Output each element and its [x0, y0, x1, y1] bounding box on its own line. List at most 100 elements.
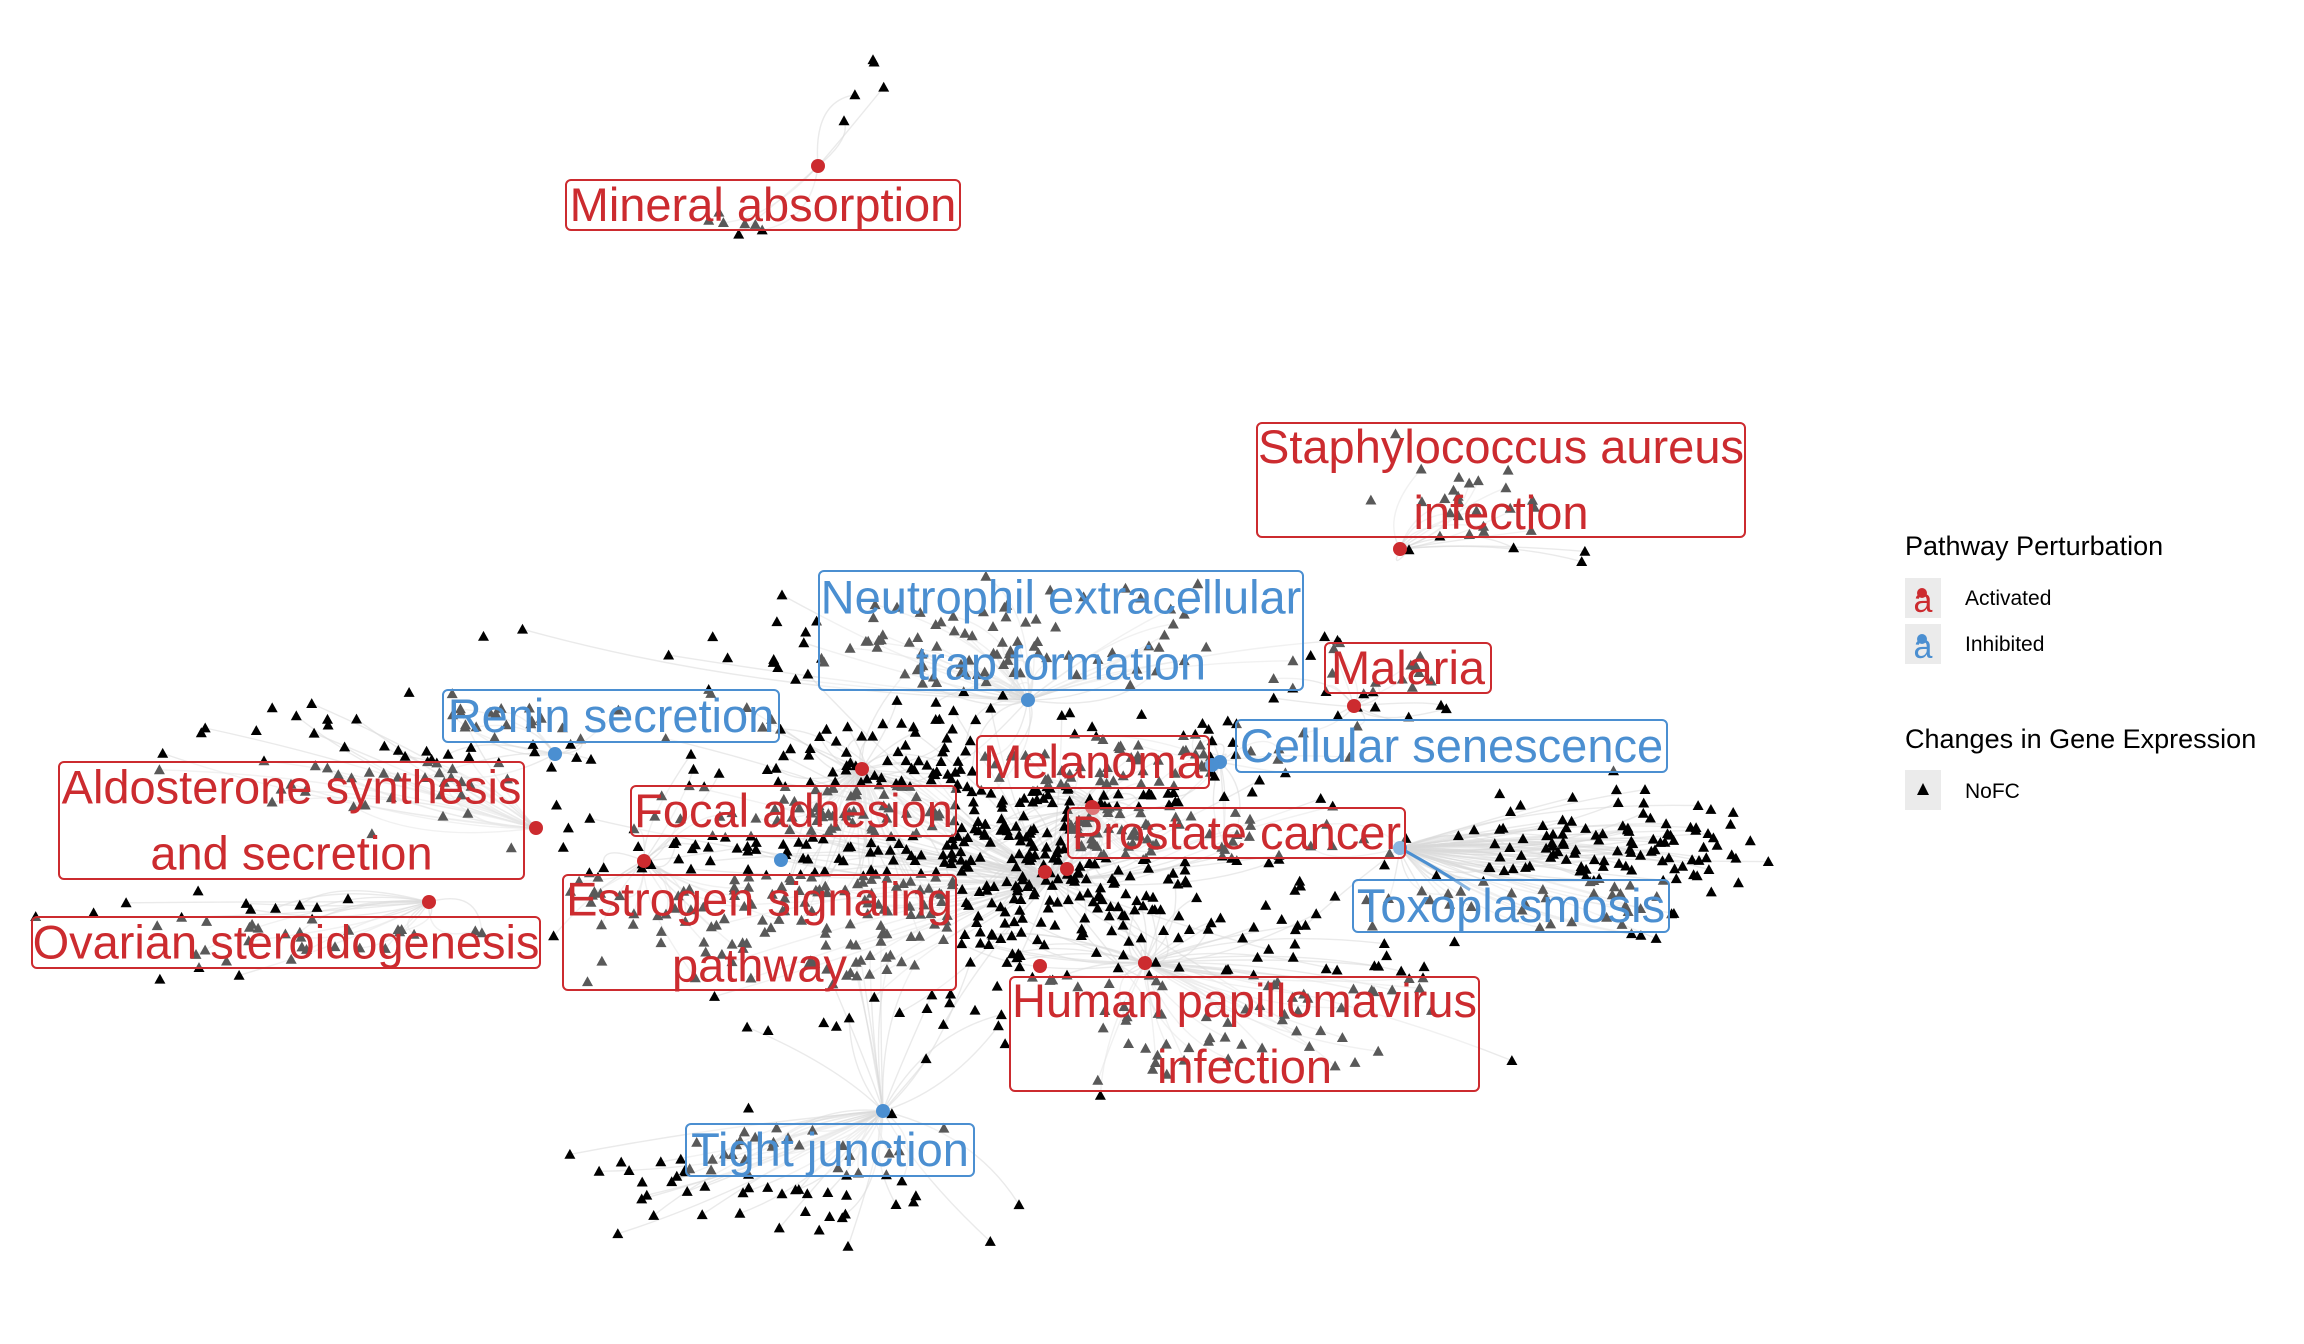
- gene-node-triangle: [1580, 823, 1592, 833]
- gene-node-triangle: [806, 905, 818, 916]
- gene-node-triangle: [221, 955, 232, 966]
- gene-node-triangle: [501, 773, 513, 784]
- gene-node-triangle: [1727, 807, 1739, 817]
- gene-node-triangle: [1131, 663, 1143, 674]
- gene-node-triangle: [1379, 859, 1390, 870]
- gene-node-triangle: [1204, 828, 1216, 839]
- gene-node-triangle: [1064, 768, 1076, 779]
- gene-node-triangle: [867, 730, 879, 741]
- pathway-label-renin: Renin secretion: [442, 689, 780, 743]
- gene-node-triangle: [960, 897, 972, 907]
- gene-node-triangle: [1244, 813, 1256, 824]
- gene-node-triangle: [1472, 475, 1484, 486]
- gene-node-triangle: [999, 917, 1011, 928]
- gene-node-triangle: [881, 964, 893, 974]
- gene-node-triangle: [1348, 983, 1359, 994]
- gene-node-triangle: [1289, 924, 1301, 935]
- gene-node-triangle: [500, 719, 512, 730]
- gene-node-triangle: [745, 972, 757, 983]
- gene-pathway-edge: [405, 755, 537, 829]
- gene-node-triangle: [771, 616, 783, 627]
- gene-node-triangle: [1396, 673, 1408, 684]
- gene-node-triangle: [1183, 924, 1195, 934]
- gene-node-triangle: [1168, 787, 1179, 797]
- gene-node-triangle: [848, 805, 860, 816]
- gene-node-triangle: [865, 846, 876, 857]
- gene-node-triangle: [1150, 838, 1162, 848]
- gene-node-triangle: [921, 1003, 933, 1013]
- gene-node-triangle: [818, 1017, 830, 1028]
- gene-node-triangle: [739, 218, 751, 229]
- gene-node-triangle: [917, 660, 929, 671]
- gene-node-triangle: [294, 926, 306, 937]
- legend-key-activated: a Activated: [1905, 578, 2051, 620]
- gene-node-triangle: [1112, 864, 1124, 875]
- gene-node-triangle: [301, 944, 312, 954]
- gene-node-triangle: [1160, 1038, 1172, 1049]
- gene-node-triangle: [1052, 873, 1064, 884]
- gene-node-triangle: [1191, 892, 1203, 903]
- gene-node-triangle: [1273, 743, 1285, 754]
- gene-node-triangle: [1504, 842, 1516, 852]
- gene-node-triangle: [1001, 957, 1013, 967]
- pathway-label-focal: Focal adhesion: [630, 784, 957, 837]
- gene-node-triangle: [1092, 1074, 1104, 1085]
- gene-node-triangle: [750, 812, 762, 823]
- gene-node-triangle: [671, 1170, 683, 1181]
- gene-node-triangle: [713, 206, 725, 217]
- gene-node-triangle: [949, 766, 961, 777]
- gene-pathway-edge: [1399, 487, 1507, 550]
- gene-node-triangle: [988, 881, 1000, 891]
- gene-node-triangle: [1231, 855, 1243, 865]
- gene-node-triangle: [1465, 901, 1477, 911]
- gene-node-triangle: [623, 1165, 635, 1175]
- gene-node-triangle: [1094, 767, 1106, 778]
- gene-pathway-edge: [1098, 894, 1147, 964]
- gene-pathway-edge: [653, 1110, 884, 1217]
- gene-node-triangle: [1335, 1002, 1347, 1013]
- gene-node-triangle: [705, 1164, 717, 1175]
- gene-node-triangle: [875, 634, 887, 645]
- gene-node-triangle: [956, 938, 968, 949]
- gene-node-triangle: [827, 978, 839, 989]
- gene-node-triangle: [1252, 951, 1263, 962]
- gene-node-triangle: [666, 1176, 678, 1187]
- gene-node-triangle: [937, 849, 949, 860]
- gene-node-triangle: [827, 810, 839, 821]
- gene-node-triangle: [801, 1188, 813, 1199]
- gene-node-triangle: [592, 871, 604, 882]
- gene-node-triangle: [871, 641, 883, 652]
- gene-node-triangle: [1579, 545, 1591, 556]
- gene-node-triangle: [192, 885, 204, 896]
- gene-node-triangle: [1372, 1045, 1384, 1056]
- gene-node-triangle: [729, 890, 741, 900]
- gene-node-triangle: [971, 917, 983, 927]
- gene-node-triangle: [707, 631, 719, 642]
- gene-node-triangle: [1205, 917, 1217, 928]
- pathway-node-mineral: [811, 159, 825, 173]
- gene-pathway-edge: [424, 752, 556, 779]
- gene-node-triangle: [996, 797, 1007, 808]
- gene-node-triangle: [582, 976, 593, 987]
- gene-node-triangle: [1197, 718, 1208, 728]
- gene-node-triangle: [1502, 464, 1514, 475]
- gene-pathway-edge: [1144, 961, 1393, 991]
- gene-node-triangle: [912, 632, 924, 642]
- gene-node-triangle: [746, 898, 758, 909]
- gene-node-triangle: [1095, 775, 1106, 786]
- gene-node-triangle: [909, 726, 921, 737]
- gene-node-triangle: [852, 1167, 864, 1178]
- gene-node-triangle: [925, 774, 937, 785]
- gene-pathway-edge: [985, 699, 1029, 758]
- gene-node-triangle: [1416, 496, 1428, 507]
- gene-node-triangle: [1044, 584, 1056, 595]
- gene-node-triangle: [1289, 938, 1301, 949]
- gene-node-triangle: [1368, 986, 1380, 997]
- gene-node-triangle: [1167, 867, 1179, 878]
- gene-pathway-edge: [882, 1014, 1002, 1112]
- gene-node-triangle: [615, 1156, 627, 1167]
- gene-node-triangle: [981, 880, 993, 890]
- legend-label-activated: Activated: [1965, 587, 2051, 610]
- gene-node-triangle: [1435, 699, 1447, 710]
- gene-node-triangle: [765, 922, 777, 933]
